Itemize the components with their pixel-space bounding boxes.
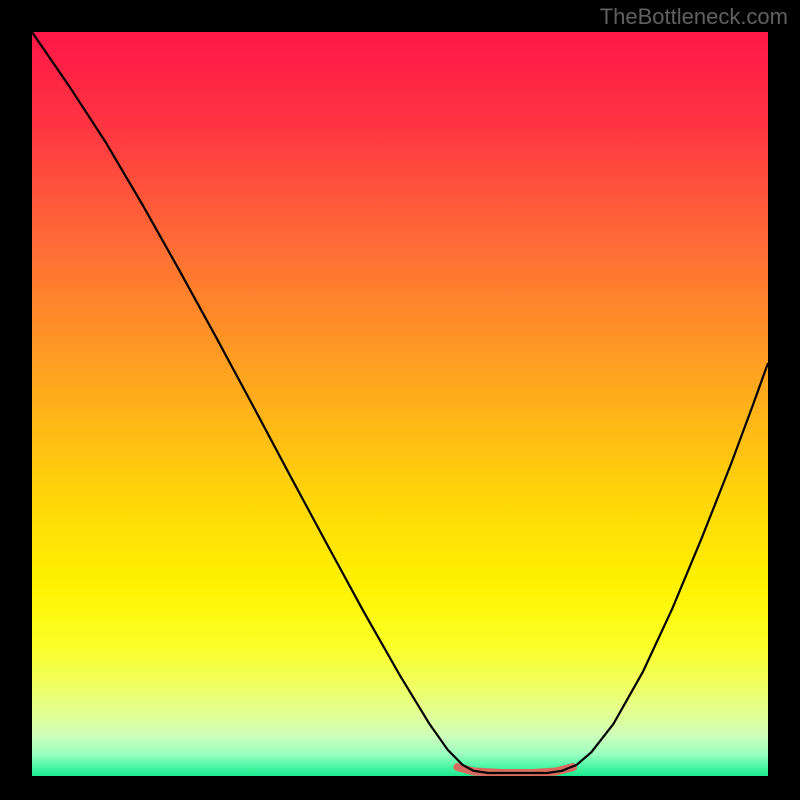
bottleneck-curve bbox=[32, 32, 768, 773]
watermark-text: TheBottleneck.com bbox=[600, 4, 788, 30]
plot-area bbox=[32, 32, 768, 776]
curve-layer bbox=[32, 32, 768, 776]
